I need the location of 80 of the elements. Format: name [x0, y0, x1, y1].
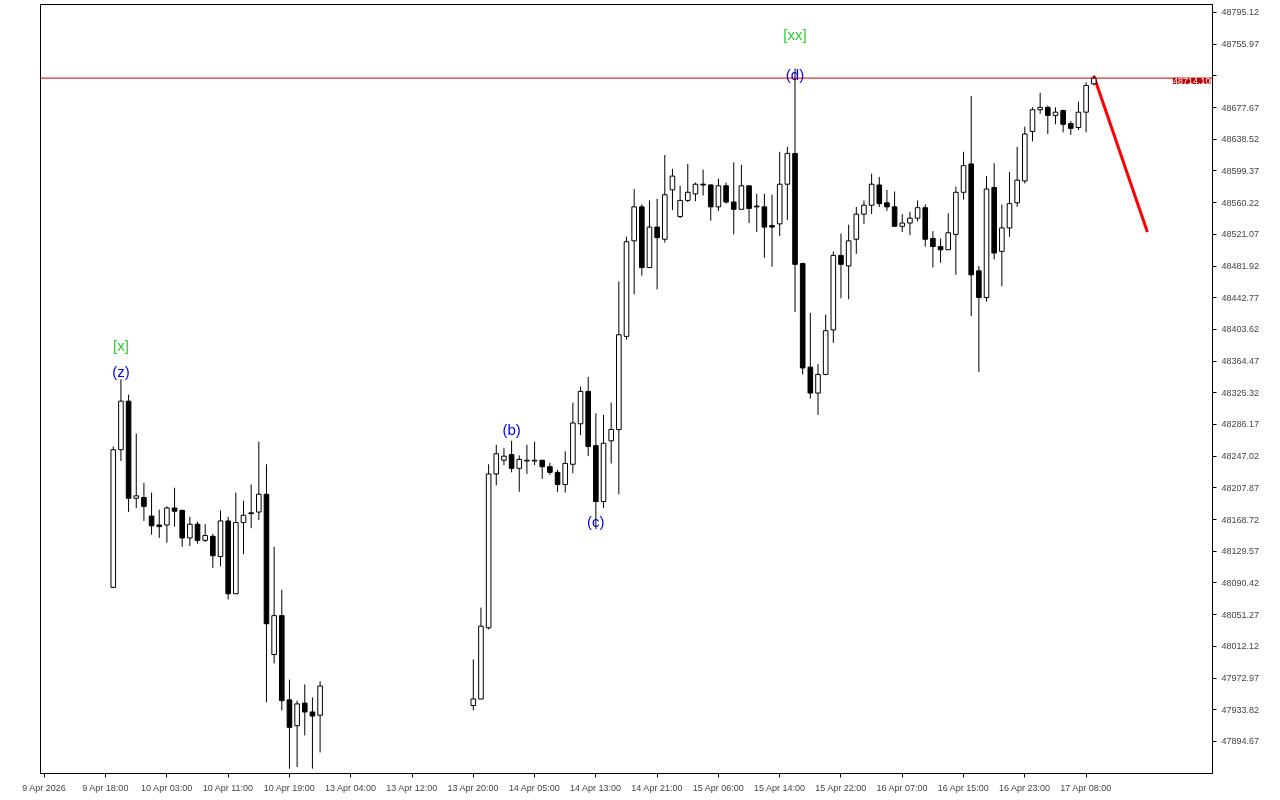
annotation: [xx] [783, 25, 807, 43]
candlestick [524, 444, 530, 475]
x-tick-label: 10 Apr 19:00 [263, 782, 315, 793]
x-tick-label: 17 Apr 08:00 [1060, 782, 1112, 793]
x-tick-label: 14 Apr 21:00 [631, 782, 683, 793]
candlestick [141, 482, 147, 522]
candlestick [493, 444, 500, 486]
candlestick [608, 402, 614, 464]
annotation: [x] [113, 336, 129, 354]
candlestick [700, 169, 706, 197]
candlestick [677, 185, 683, 219]
y-tick-label: 48051.27 [1221, 609, 1260, 620]
y-tick-label: 48129.57 [1221, 546, 1260, 557]
annotation: (z) [112, 362, 130, 380]
y-tick-label: 48795.12 [1221, 7, 1260, 18]
x-tick-label: 13 Apr 04:00 [324, 782, 377, 793]
candlestick [248, 484, 254, 529]
x-tick-label: 15 Apr 14:00 [753, 782, 805, 793]
candlestick [1045, 105, 1051, 135]
candlestick [999, 203, 1005, 287]
candlestick [746, 185, 752, 224]
y-tick-label: 48677.67 [1221, 102, 1260, 113]
candlestick [669, 168, 676, 211]
candlestick [501, 447, 507, 466]
candlestick [210, 533, 216, 569]
candlestick [164, 505, 170, 544]
candlestick [1014, 146, 1020, 208]
candlestick [309, 696, 316, 770]
candlestick [1037, 92, 1043, 115]
ref-line-label: 48714.10 [1172, 76, 1211, 87]
y-tick-label: 48481.92 [1221, 261, 1260, 272]
y-tick-label: 48090.42 [1221, 577, 1260, 588]
x-tick-label: 9 Apr 18:00 [82, 782, 129, 793]
y-tick-label: 47894.67 [1221, 736, 1260, 747]
y-tick-label: 48247.02 [1221, 451, 1260, 462]
y-tick-label: 48364.47 [1221, 356, 1260, 367]
y-tick-label: 48442.77 [1221, 292, 1260, 303]
x-tick-label: 16 Apr 15:00 [937, 782, 989, 793]
x-tick-label: 15 Apr 22:00 [815, 782, 867, 793]
y-tick-label: 48012.12 [1221, 641, 1260, 652]
annotation: (b) [502, 420, 521, 438]
x-tick-label: 13 Apr 20:00 [447, 782, 499, 793]
candlestick [761, 193, 768, 259]
candlestick [861, 199, 867, 225]
x-tick-label: 9 Apr 2026 [22, 782, 66, 793]
y-tick-label: 48325.32 [1221, 387, 1260, 398]
candlestick [256, 441, 262, 521]
x-tick-label: 10 Apr 03:00 [141, 782, 193, 793]
y-tick-label: 47972.97 [1221, 673, 1260, 684]
x-tick-label: 16 Apr 07:00 [876, 782, 928, 793]
y-tick-label: 48168.72 [1221, 514, 1260, 525]
y-tick-label: 48560.22 [1221, 197, 1260, 208]
candlestick [838, 233, 844, 299]
candlestick [907, 211, 913, 236]
candlestick [753, 193, 760, 233]
candlestick [723, 182, 729, 205]
candlestick [187, 516, 193, 547]
candlestick [654, 198, 660, 290]
candlestick [301, 683, 308, 736]
x-tick-label: 14 Apr 13:00 [570, 782, 622, 793]
y-tick-label: 48207.87 [1221, 482, 1260, 493]
y-tick-label: 48521.07 [1221, 229, 1260, 240]
candlestick [1029, 106, 1036, 142]
y-tick-label: 48286.17 [1221, 419, 1260, 430]
candlestick [294, 700, 300, 768]
x-tick-label: 15 Apr 06:00 [692, 782, 744, 793]
candlestick [884, 189, 890, 212]
candlestick [815, 363, 821, 416]
candlestick [930, 230, 936, 269]
y-tick-label: 48638.52 [1221, 134, 1260, 145]
x-tick-label: 16 Apr 23:00 [999, 782, 1051, 793]
x-tick-label: 10 Apr 11:00 [202, 782, 254, 793]
y-tick-label: 48403.62 [1221, 324, 1260, 335]
x-tick-label: 14 Apr 05:00 [508, 782, 560, 793]
y-tick-label: 48599.37 [1221, 165, 1260, 176]
y-tick-label: 47933.82 [1221, 704, 1260, 715]
y-tick-label: 48755.97 [1221, 39, 1260, 50]
x-tick-label: 13 Apr 12:00 [386, 782, 438, 793]
candlestick [470, 658, 477, 711]
candlestick [769, 194, 775, 268]
